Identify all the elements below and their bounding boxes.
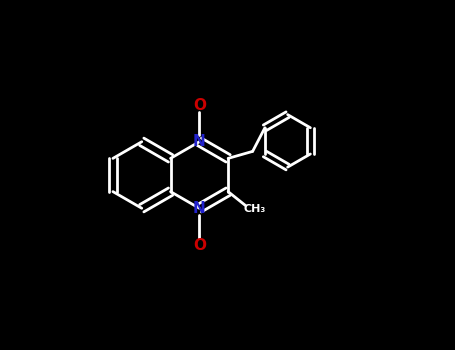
Text: N: N	[193, 201, 206, 216]
Text: CH₃: CH₃	[243, 204, 266, 214]
Text: N: N	[193, 134, 206, 149]
Text: O: O	[193, 238, 206, 252]
Text: O: O	[193, 98, 206, 112]
